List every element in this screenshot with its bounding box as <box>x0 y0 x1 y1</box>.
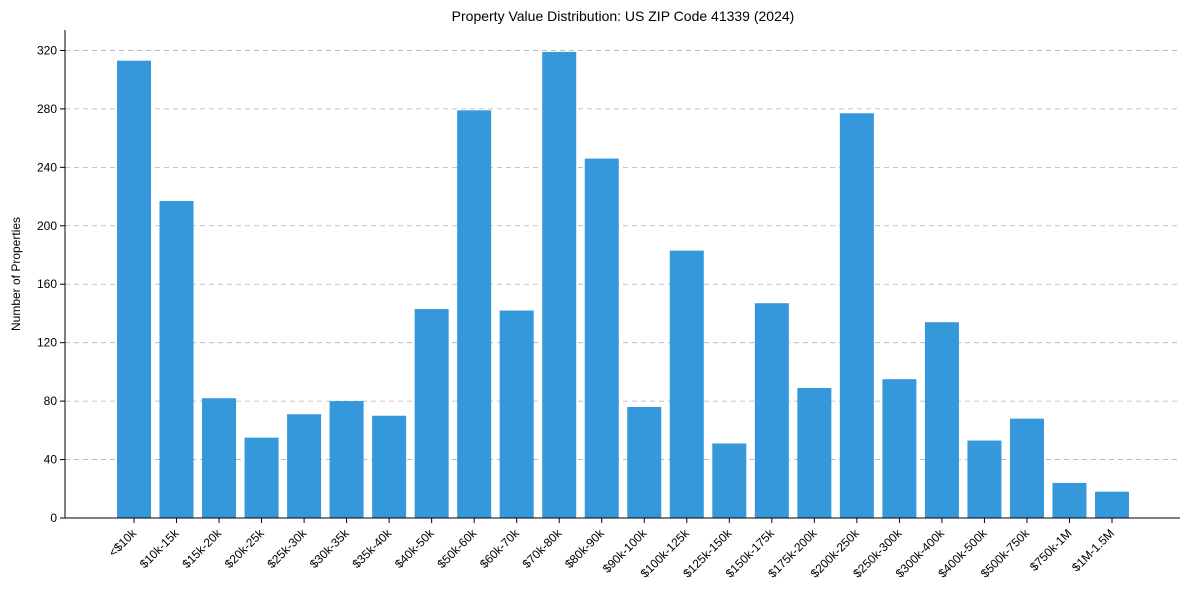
bar <box>882 379 917 518</box>
bar <box>414 309 449 518</box>
x-tick-label: $25k-30k <box>264 526 310 572</box>
y-tick-label: 0 <box>50 511 57 525</box>
bar <box>1009 418 1044 518</box>
bar <box>627 406 662 518</box>
x-tick-label: $15k-20k <box>179 526 225 572</box>
y-tick-label: 200 <box>37 219 57 233</box>
bar <box>287 414 322 518</box>
bar <box>712 443 747 518</box>
bar <box>159 200 194 518</box>
y-tick-label: 320 <box>37 43 57 57</box>
bar <box>754 303 789 518</box>
bar <box>1094 491 1130 518</box>
y-tick-label: 40 <box>44 453 58 467</box>
bar <box>542 51 577 518</box>
x-tick-label: $50k-60k <box>434 526 480 572</box>
bars <box>116 51 1130 519</box>
x-tick-label: $20k-25k <box>222 526 268 572</box>
bar <box>924 322 959 518</box>
bar <box>457 110 492 518</box>
x-tick-label: $10k-15k <box>137 526 183 572</box>
x-tick-label: $1M-1.5M <box>1069 526 1117 574</box>
bar <box>202 398 237 518</box>
bar <box>967 440 1002 518</box>
x-tick-label: $750k-1M <box>1027 526 1075 574</box>
bar <box>499 310 534 518</box>
bar <box>839 113 874 519</box>
bar <box>372 415 407 518</box>
y-tick-label: 80 <box>44 394 58 408</box>
bar <box>1052 482 1087 518</box>
y-tick-label: 280 <box>37 102 57 116</box>
y-tick-label: 240 <box>37 160 57 174</box>
chart-title: Property Value Distribution: US ZIP Code… <box>452 8 795 24</box>
bar <box>584 158 619 519</box>
y-tick-label: 160 <box>37 277 57 291</box>
y-tick-label: 120 <box>37 336 57 350</box>
x-tick-label: <$10k <box>106 526 140 560</box>
x-tick-label: $40k-50k <box>392 526 438 572</box>
bar <box>116 60 152 518</box>
x-ticks: <$10k$10k-15k$15k-20k$20k-25k$25k-30k$30… <box>106 518 1117 580</box>
x-tick-label: $30k-35k <box>307 526 353 572</box>
bar <box>669 250 704 519</box>
y-axis-label: Number of Properties <box>9 217 23 331</box>
x-tick-label: $70k-80k <box>520 526 566 572</box>
bar <box>244 437 279 518</box>
y-ticks: 0 40 80 120 160 200 240 280 320 <box>37 43 65 525</box>
x-tick-label: $35k-40k <box>349 526 395 572</box>
bar <box>797 387 832 518</box>
bar <box>329 401 364 518</box>
x-tick-label: $60k-70k <box>477 526 523 572</box>
